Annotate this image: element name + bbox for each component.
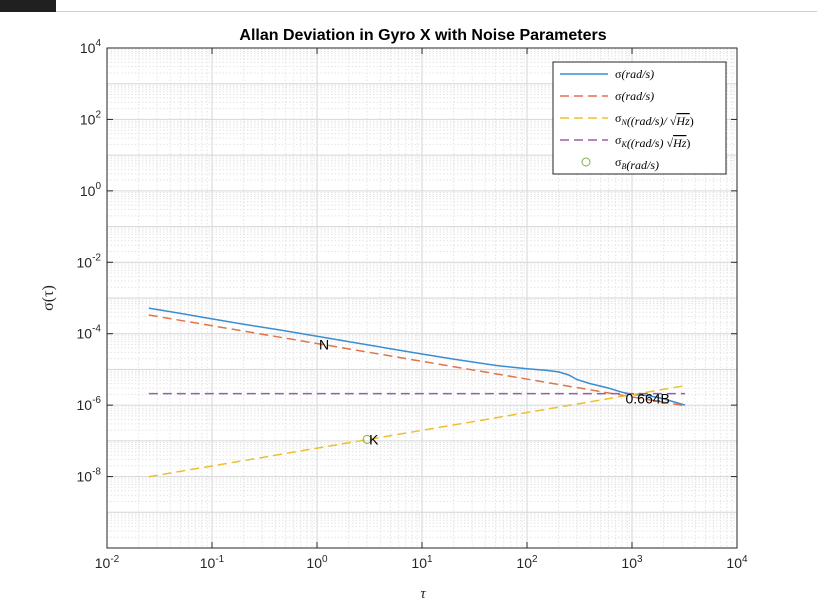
window-top-bar-line [56, 11, 817, 12]
series-layer [148, 307, 686, 478]
x-tick-label: 100 [306, 554, 328, 571]
angle-random-walk-fit-line [148, 314, 686, 407]
y-tick-label: 10-6 [77, 395, 102, 413]
legend-label: σ(rad/s) [615, 89, 654, 103]
legend-marker [581, 157, 591, 167]
chart-title: Allan Deviation in Gyro X with Noise Par… [239, 27, 606, 44]
legend-label: σN((rad/s)/ √Hz) [615, 111, 694, 128]
annotation-label: N [319, 336, 329, 352]
x-axis-label: τ [420, 586, 426, 602]
x-tick-label: 104 [726, 554, 748, 571]
x-tick-label: 10-1 [200, 554, 225, 571]
rate-random-walk-fit-line [148, 384, 686, 478]
legend-label: σ(rad/s) [615, 67, 654, 81]
legend-label: σK((rad/s) √Hz) [615, 133, 690, 150]
window-top-bar [0, 0, 817, 12]
x-tick-label: 102 [516, 554, 538, 571]
y-tick-label: 10-4 [77, 324, 102, 342]
x-tick-label: 101 [411, 554, 433, 571]
axis-ticks: 10-2 10-1 100 101 102 103 104 10-8 10-6 10-4 10-2 1… [77, 38, 748, 571]
annotation-layer: N K 0.664B [319, 336, 670, 447]
annotation-label: K [369, 431, 379, 447]
y-tick-label: 100 [80, 181, 102, 199]
y-tick-label: 10-8 [77, 467, 102, 485]
y-axis-label: σ(τ) [40, 285, 57, 311]
legend: σ(rad/s) σ(rad/s) σN((rad/s)/ √Hz) σK((rad/… [552, 61, 727, 175]
x-tick-label: 10-2 [95, 554, 120, 571]
legend-label: σB(rad/s) [615, 155, 659, 172]
y-tick-label: 10-2 [77, 252, 102, 270]
x-tick-label: 103 [621, 554, 643, 571]
y-tick-label: 102 [80, 109, 102, 127]
y-tick-label: 104 [80, 38, 102, 56]
annotation-label: 0.664B [626, 390, 670, 406]
bias-instability-marker [362, 434, 372, 444]
window-top-bar-dark [0, 0, 56, 12]
